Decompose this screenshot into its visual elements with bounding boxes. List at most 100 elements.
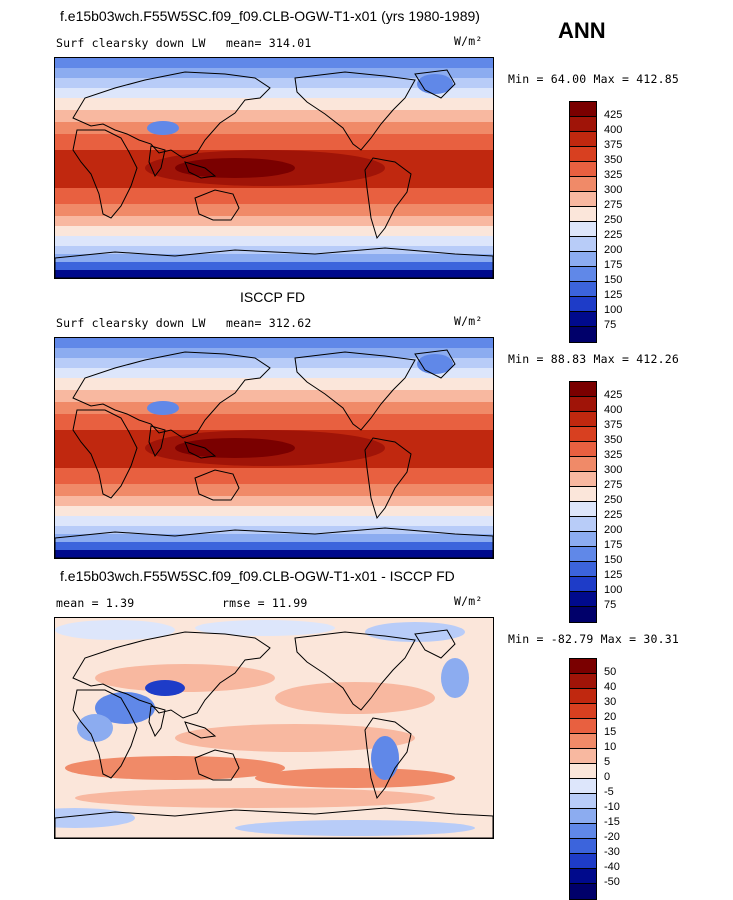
greenland-cold-spot (417, 74, 453, 94)
colorbar-swatch (570, 809, 596, 824)
diff-blob (75, 788, 435, 808)
warm-pool-core (175, 438, 295, 458)
colorbar-tick-label: -15 (604, 816, 620, 828)
field-band (55, 254, 493, 262)
field-band (55, 414, 493, 430)
colorbar-swatch (570, 869, 596, 884)
panel1-mean: mean= 314.01 (226, 36, 312, 50)
colorbar-tick-label: 75 (604, 319, 617, 331)
colorbar-swatch (570, 674, 596, 689)
coastline (148, 145, 166, 177)
coastline (364, 157, 412, 240)
field-band (55, 188, 493, 204)
panel2-units: W/m² (454, 314, 483, 328)
diff-blob (55, 808, 135, 828)
colorbar-swatch (570, 132, 596, 147)
coastline (294, 351, 416, 431)
colorbar-swatch (570, 472, 596, 487)
colorbar-tick-label: 100 (604, 584, 623, 596)
coastline (184, 721, 217, 739)
field-band (55, 262, 493, 270)
colorbar-tick-label: 75 (604, 599, 617, 611)
colorbar-tick-label: 100 (604, 304, 623, 316)
panel3-title: f.e15b03wch.F55W5SC.f09_f09.CLB-OGW-T1-x… (60, 568, 455, 584)
field-band (55, 204, 493, 216)
diff-blob (77, 714, 113, 742)
field-band (55, 98, 493, 110)
field-band (55, 378, 493, 390)
panel2-colorbar (569, 381, 597, 623)
diff-blob (195, 620, 335, 636)
coastline (72, 631, 271, 719)
colorbar-tick-label: 40 (604, 681, 617, 693)
colorbar-swatch (570, 659, 596, 674)
panel2-title: ISCCP FD (240, 289, 306, 305)
coastline (55, 807, 493, 838)
tibet-cold-spot (147, 401, 179, 415)
field-band (55, 542, 493, 550)
colorbar-tick-label: 350 (604, 154, 623, 166)
colorbar-swatch (570, 457, 596, 472)
diff-blob (371, 736, 399, 780)
colorbar-swatch (570, 517, 596, 532)
field-band (55, 226, 493, 236)
coastline (414, 69, 456, 99)
colorbar-swatch (570, 427, 596, 442)
field-band (55, 246, 493, 254)
colorbar-swatch (570, 442, 596, 457)
colorbar-swatch (570, 779, 596, 794)
field-band (55, 58, 493, 68)
colorbar-tick-label: 30 (604, 696, 617, 708)
coastline (184, 161, 217, 179)
colorbar-swatch (570, 267, 596, 282)
colorbar-tick-label: 325 (604, 169, 623, 181)
panel3-mean: mean = 1.39 (56, 596, 135, 610)
panel1-colorbar (569, 101, 597, 343)
coastline (55, 247, 493, 278)
field-band (55, 270, 493, 278)
field-band (55, 88, 493, 98)
panel1-minmax: Min = 64.00 Max = 412.85 (508, 72, 679, 86)
colorbar-swatch (570, 734, 596, 749)
colorbar-swatch (570, 102, 596, 117)
field-band (55, 68, 493, 78)
colorbar-swatch (570, 237, 596, 252)
colorbar-swatch (570, 327, 596, 342)
coastline (148, 705, 166, 737)
coastline (364, 717, 412, 800)
field-band (55, 550, 493, 558)
panel2-mean: mean= 312.62 (226, 316, 312, 330)
colorbar-tick-label: 150 (604, 274, 623, 286)
colorbar-tick-label: -30 (604, 846, 620, 858)
colorbar-tick-label: 400 (604, 404, 623, 416)
field-band (55, 368, 493, 378)
panel3-rmse: rmse = 11.99 (222, 596, 308, 610)
colorbar-tick-label: -20 (604, 831, 620, 843)
colorbar-swatch (570, 547, 596, 562)
colorbar-tick-label: 400 (604, 124, 623, 136)
panel1-field: Surf clearsky down LW (56, 36, 206, 50)
colorbar-swatch (570, 297, 596, 312)
colorbar-tick-label: 200 (604, 244, 623, 256)
diff-blob (175, 724, 415, 752)
colorbar-swatch (570, 207, 596, 222)
season-label: ANN (558, 18, 606, 43)
coastline (184, 441, 217, 459)
colorbar-tick-label: 175 (604, 539, 623, 551)
diff-blob (365, 622, 465, 642)
colorbar-tick-label: 200 (604, 524, 623, 536)
panel2-map (54, 337, 494, 559)
field-band (55, 468, 493, 484)
colorbar-tick-label: 300 (604, 464, 623, 476)
colorbar-swatch (570, 382, 596, 397)
colorbar-tick-label: 425 (604, 109, 623, 121)
colorbar-tick-label: -40 (604, 861, 620, 873)
colorbar-tick-label: 425 (604, 389, 623, 401)
colorbar-swatch (570, 592, 596, 607)
coastline (72, 351, 271, 439)
diff-blob (65, 756, 285, 780)
coastline (72, 71, 271, 159)
colorbar-swatch (570, 764, 596, 779)
colorbar-tick-label: 20 (604, 711, 617, 723)
panel3-minmax: Min = -82.79 Max = 30.31 (508, 632, 679, 646)
